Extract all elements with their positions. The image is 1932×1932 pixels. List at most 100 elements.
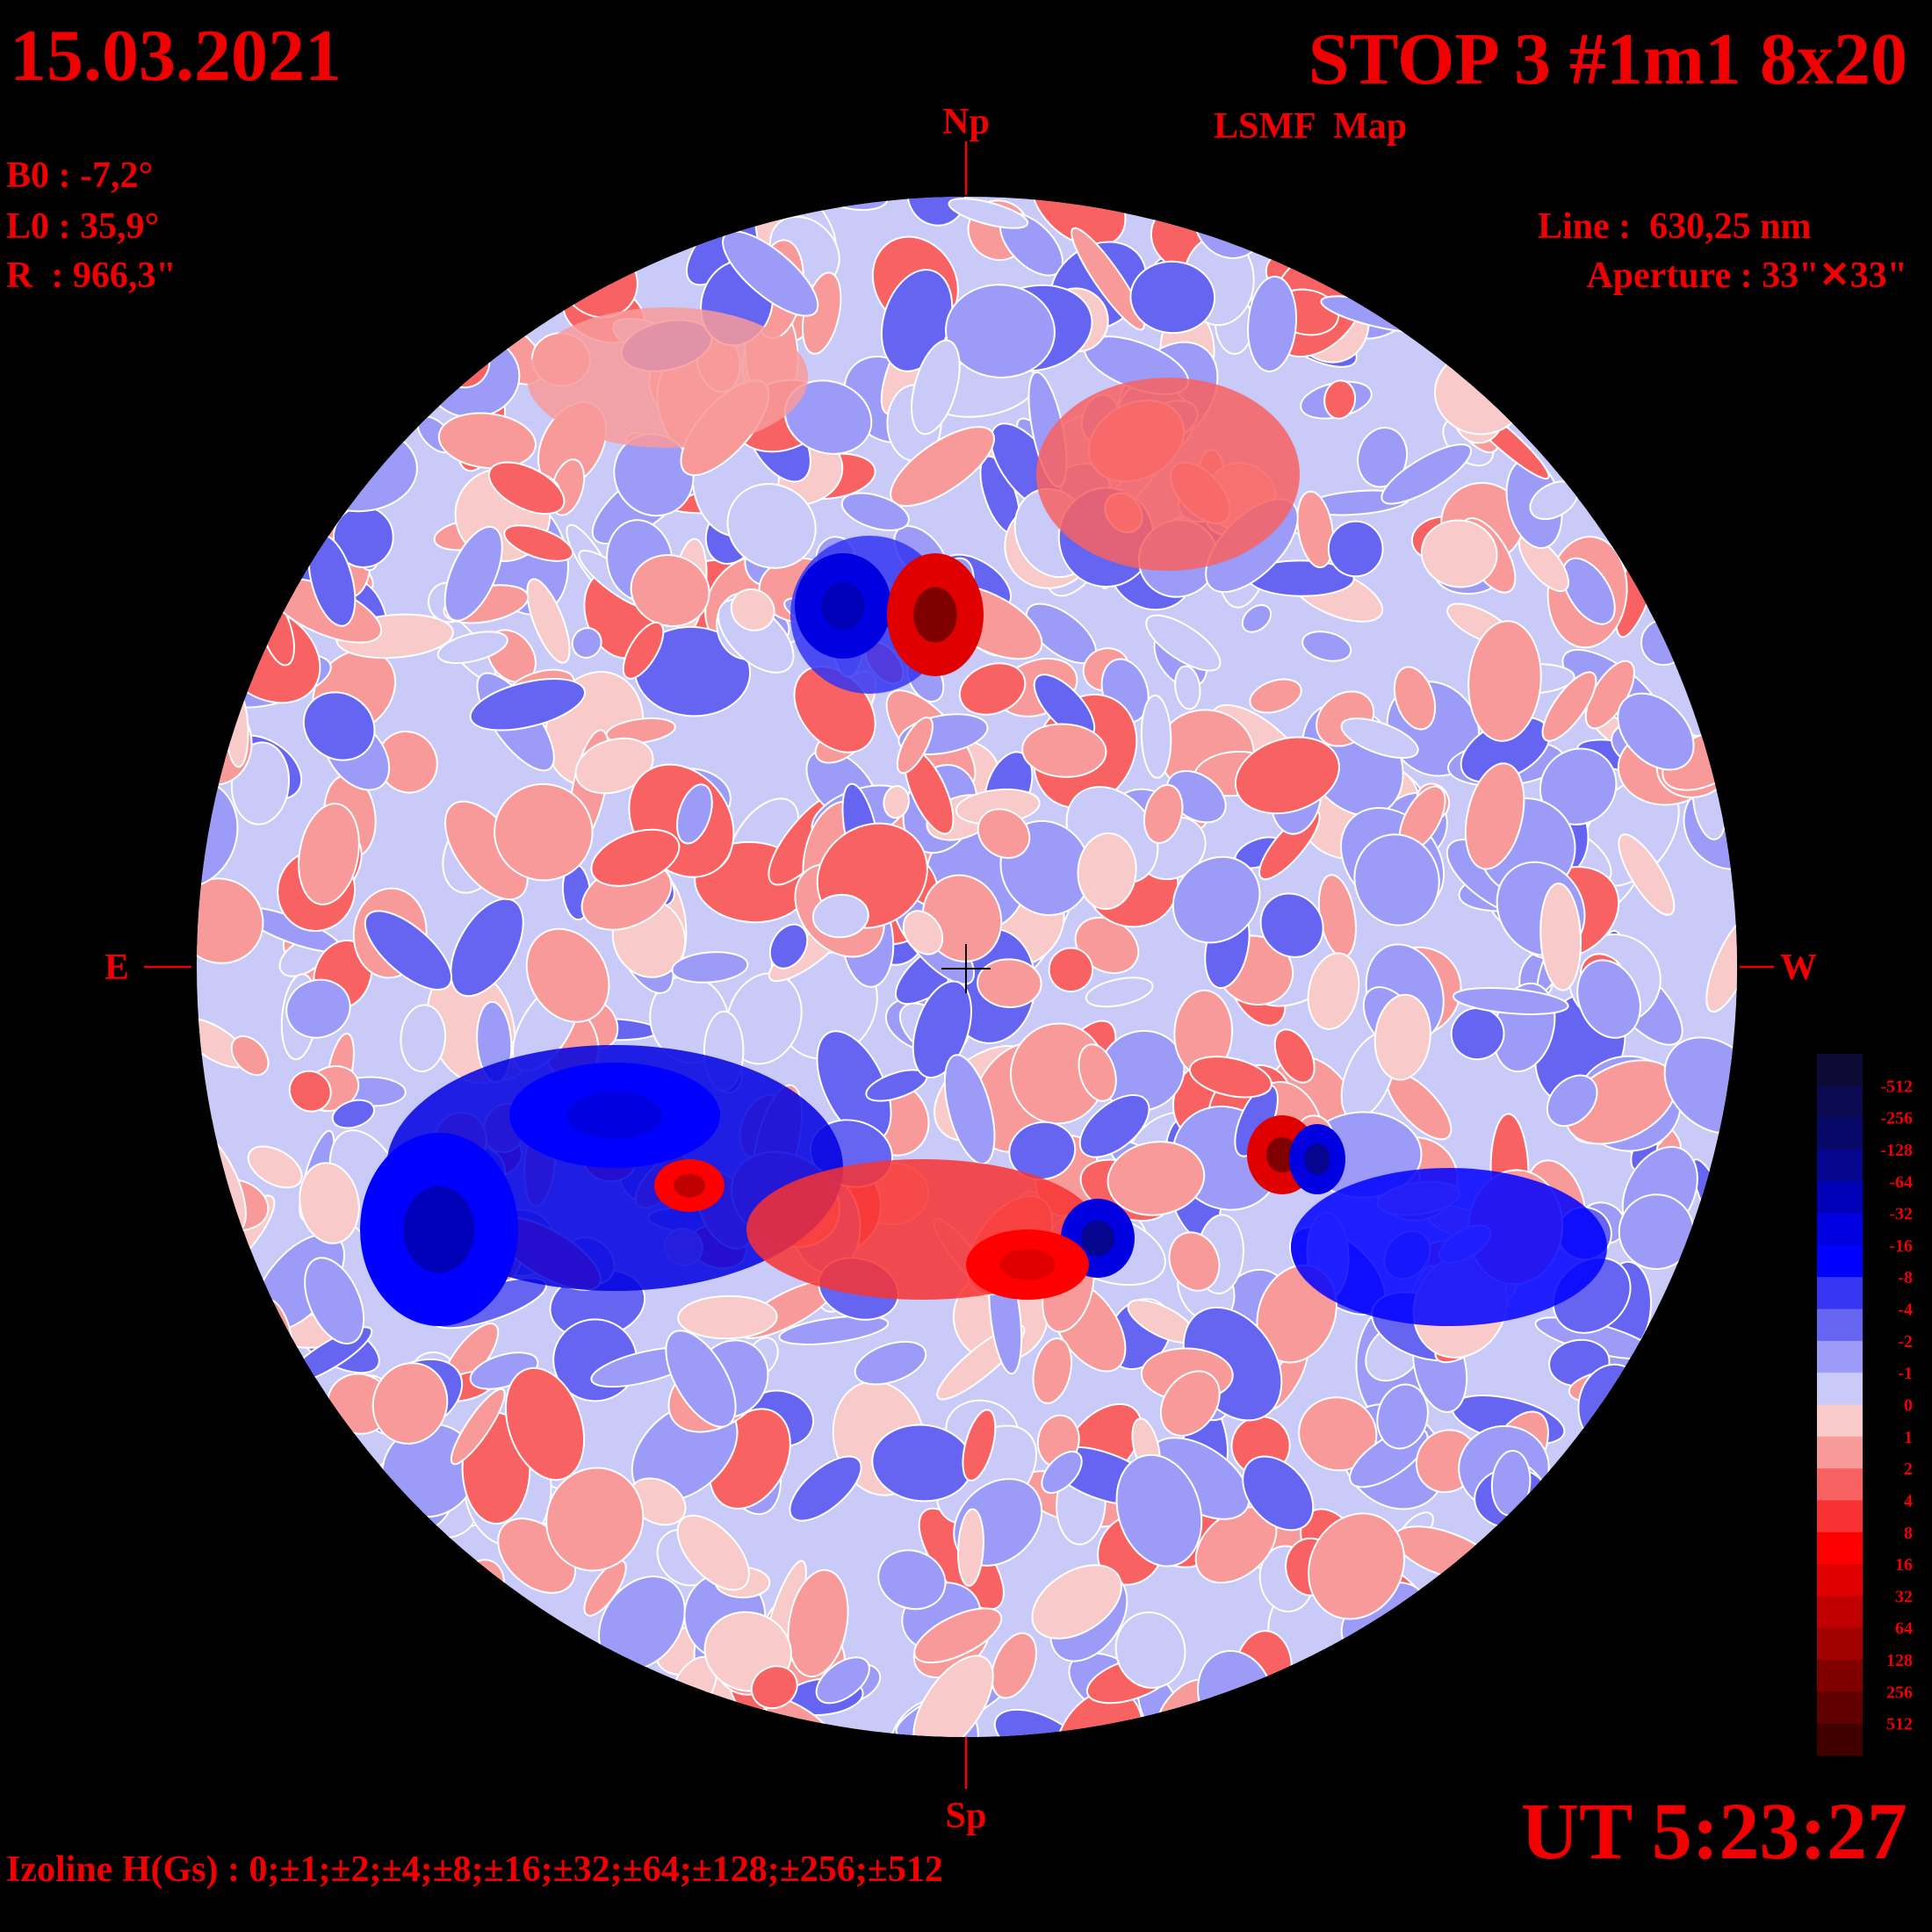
colorbar-label: 4 <box>1904 1491 1913 1510</box>
field-patch <box>1617 692 1695 771</box>
field-patch <box>622 621 665 680</box>
field-patch <box>1464 762 1525 870</box>
colorbar-segment <box>1817 1596 1863 1629</box>
field-patch <box>1031 1564 1122 1640</box>
colorbar-label: 1 <box>1904 1428 1913 1447</box>
field-patch <box>1171 855 1261 944</box>
colorbar-segment <box>1817 1308 1863 1342</box>
field-patch <box>1008 1121 1077 1181</box>
field-patch <box>583 1560 627 1617</box>
colorbar-segment <box>1817 1054 1863 1086</box>
colorbar-segment <box>1817 1627 1863 1661</box>
field-patch <box>811 893 869 939</box>
field-patch <box>896 716 934 775</box>
field-patch <box>1107 1141 1206 1216</box>
colorbar-segment <box>1817 1117 1863 1150</box>
field-patch <box>503 524 574 562</box>
field-patch <box>1114 1611 1186 1690</box>
field-patch <box>545 1467 645 1572</box>
field-patch <box>1452 986 1569 1015</box>
colorbar-label: -32 <box>1889 1205 1913 1224</box>
north-label: Np <box>942 102 990 142</box>
field-patch <box>993 1708 1085 1737</box>
colorbar-segment <box>1817 1340 1863 1373</box>
field-patch <box>1546 1074 1598 1128</box>
field-patch <box>525 927 610 1023</box>
field-patch <box>1381 443 1473 505</box>
field-patch <box>487 461 566 515</box>
field-patch <box>840 492 910 531</box>
colorbar-label: -256 <box>1880 1109 1913 1128</box>
west-label: W <box>1780 948 1817 988</box>
field-spot-core <box>403 1186 475 1273</box>
field-patch <box>590 828 681 887</box>
field-patch <box>945 284 1056 378</box>
field-patch <box>1576 959 1641 1039</box>
colorbar-label: -16 <box>1889 1236 1913 1256</box>
aperture-info: Aperture : 33"✕33" <box>1586 256 1907 296</box>
field-patch <box>1078 1043 1117 1102</box>
field-patch <box>1705 914 1737 1013</box>
field-patch <box>1259 892 1324 958</box>
field-patch <box>677 1294 778 1340</box>
colorbar-segment <box>1817 1085 1863 1119</box>
colorbar-segment <box>1817 1723 1863 1756</box>
colorbar-segment <box>1817 1691 1863 1725</box>
field-patch <box>906 197 967 227</box>
field-patch <box>494 782 594 882</box>
field-map <box>197 197 1737 1737</box>
field-patch <box>331 1099 375 1129</box>
field-patch <box>302 691 376 761</box>
field-patch <box>787 1568 849 1678</box>
field-patch <box>1159 1370 1221 1437</box>
field-patch <box>1077 832 1137 911</box>
field-patch <box>571 627 602 659</box>
field-spot-core <box>674 1173 705 1198</box>
field-patch <box>1357 427 1409 488</box>
field-patch <box>1174 665 1201 710</box>
field-patch <box>1273 1028 1316 1084</box>
field-patch <box>469 678 587 732</box>
subtitle: LSMF Map <box>1214 106 1407 147</box>
field-patch <box>1353 833 1440 926</box>
field-patch <box>1129 260 1216 335</box>
field-patch <box>1085 977 1154 1008</box>
field-patch <box>1249 678 1302 714</box>
field-region <box>1291 1168 1607 1326</box>
field-patch <box>1467 620 1542 742</box>
field-patch <box>1420 519 1498 588</box>
field-patch <box>1048 947 1094 993</box>
field-patch <box>1247 275 1298 372</box>
field-patch <box>730 588 775 631</box>
param-r: R : 966,3" <box>6 256 177 296</box>
field-patch <box>957 1508 984 1587</box>
field-patch <box>912 980 972 1079</box>
colorbar-segment <box>1817 1468 1863 1501</box>
field-patch <box>1561 557 1616 625</box>
field-patch <box>877 1549 947 1611</box>
field-patch <box>943 1054 996 1165</box>
field-patch <box>288 1070 332 1113</box>
field-patch <box>450 898 524 998</box>
field-spot-core <box>1081 1220 1114 1257</box>
time: UT 5:23:27 <box>1521 1786 1907 1876</box>
field-patch <box>526 578 571 664</box>
colorbar-segment <box>1817 1244 1863 1278</box>
field-patch <box>902 910 944 955</box>
field-patch <box>247 1145 303 1189</box>
colorbar-label: -4 <box>1898 1301 1913 1320</box>
colorbar-segment <box>1817 1181 1863 1215</box>
field-patch <box>789 1455 862 1522</box>
south-label: Sp <box>946 1796 987 1836</box>
field-patch <box>1308 1512 1405 1620</box>
colorbar-segment <box>1817 1373 1863 1405</box>
colorbar-segment <box>1817 1149 1863 1182</box>
field-patch <box>991 1632 1037 1699</box>
field-patch <box>1234 736 1340 815</box>
field-patch <box>364 910 453 991</box>
colorbar-label: 2 <box>1904 1460 1913 1479</box>
param-l0: L0 : 35,9° <box>6 206 159 247</box>
colorbar-label: 8 <box>1904 1524 1913 1543</box>
field-patch <box>977 808 1031 859</box>
field-spot-core <box>567 1092 662 1139</box>
